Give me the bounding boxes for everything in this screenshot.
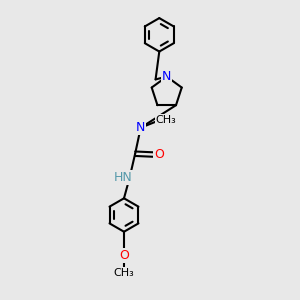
- Text: O: O: [154, 148, 164, 161]
- Text: HN: HN: [114, 171, 132, 184]
- Text: CH₃: CH₃: [114, 268, 134, 278]
- Text: N: N: [162, 70, 171, 83]
- Text: N: N: [136, 121, 146, 134]
- Text: O: O: [119, 249, 129, 262]
- Text: CH₃: CH₃: [155, 115, 176, 125]
